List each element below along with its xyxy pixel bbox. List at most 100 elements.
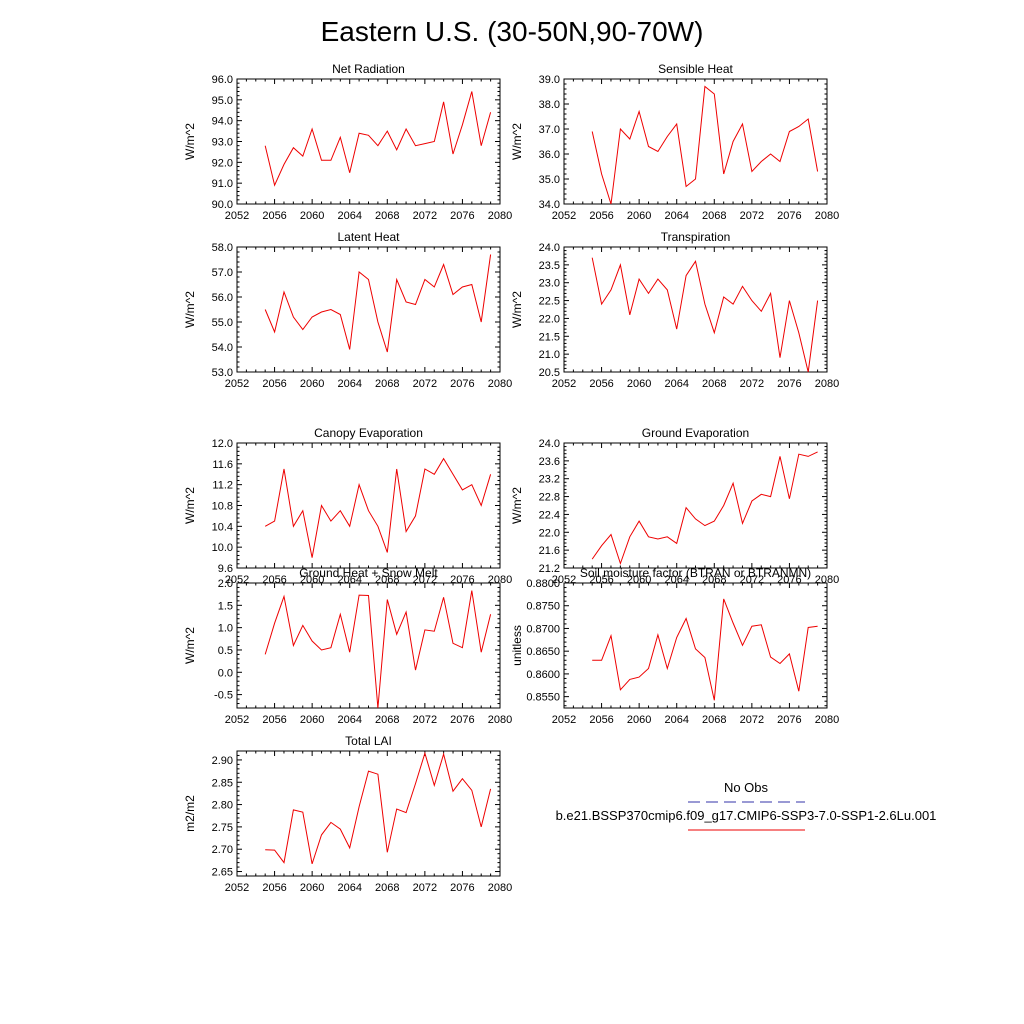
plot-frame — [236, 78, 501, 205]
x-tick-label: 2052 — [225, 378, 249, 390]
panel-title: Sensible Heat — [658, 62, 733, 76]
y-tick-label: 0.8550 — [526, 692, 560, 704]
y-tick-label: 0.8800 — [526, 578, 560, 590]
plot-frame — [236, 750, 501, 877]
y-tick-label: 91.0 — [212, 178, 233, 190]
y-tick-label: 22.4 — [539, 509, 560, 521]
panels: Net Radiation 2052 2056 2060 2064 2068 2072 207… — [183, 62, 839, 894]
x-tick-label: 2072 — [413, 378, 437, 390]
y-tick-label: -0.5 — [214, 690, 233, 702]
series-line-0 — [592, 598, 818, 701]
y-tick-label: 57.0 — [212, 267, 233, 279]
y-tick-label: 11.6 — [212, 459, 233, 471]
y-tick-label: 2.80 — [212, 800, 233, 812]
x-tick-label: 2076 — [450, 714, 474, 726]
x-tick-label: 2068 — [702, 378, 726, 390]
y-tick-label: 1.5 — [218, 600, 233, 612]
x-tick-label: 2056 — [262, 882, 286, 894]
panel-title: Ground Evaporation — [642, 426, 749, 440]
x-tick-label: 2072 — [740, 210, 764, 222]
x-tick-label: 2076 — [450, 882, 474, 894]
x-tick-label: 2076 — [450, 210, 474, 222]
x-tick-label: 2080 — [815, 714, 839, 726]
series-line-0 — [265, 751, 492, 865]
x-tick-label: 2068 — [375, 378, 399, 390]
y-tick-label: 23.0 — [539, 278, 560, 290]
y-tick-label: 24.0 — [539, 438, 560, 450]
y-tick-label: 22.5 — [539, 296, 560, 308]
x-tick-label: 2060 — [300, 714, 324, 726]
plot-frame — [236, 582, 501, 709]
x-tick-label: 2072 — [413, 882, 437, 894]
panel-title: Ground Heat + Snow Melt — [299, 566, 438, 580]
panel-title: Net Radiation — [332, 62, 405, 76]
x-tick-label: 2056 — [589, 378, 613, 390]
x-tick-label: 2068 — [375, 714, 399, 726]
panel-3: Transpiration 2052 2056 2060 2064 2068 2072 207… — [510, 230, 839, 390]
panel-title: Total LAI — [345, 734, 392, 748]
x-tick-label: 2056 — [262, 210, 286, 222]
x-tick-label: 2056 — [262, 378, 286, 390]
y-tick-label: 12.0 — [212, 438, 233, 450]
y-tick-label: 23.2 — [539, 474, 560, 486]
x-tick-label: 2056 — [589, 210, 613, 222]
series-line-0 — [591, 85, 819, 205]
panel-title: Canopy Evaporation — [314, 426, 423, 440]
y-tick-label: 2.90 — [212, 755, 233, 767]
x-tick-label: 2080 — [488, 714, 512, 726]
plot-frame — [563, 582, 828, 709]
x-tick-label: 2060 — [300, 882, 324, 894]
y-tick-label: 0.8700 — [526, 623, 560, 635]
legend: No Obs b.e21.BSSP370cmip6.f09_g17.CMIP6-… — [556, 780, 936, 831]
y-tick-label: 38.0 — [539, 99, 560, 111]
x-tick-label: 2064 — [337, 714, 361, 726]
x-tick-label: 2068 — [375, 210, 399, 222]
y-tick-label: 56.0 — [212, 292, 233, 304]
x-tick-label: 2052 — [552, 378, 576, 390]
y-tick-label: 9.6 — [218, 563, 233, 575]
x-tick-label: 2068 — [375, 882, 399, 894]
y-tick-label: 2.85 — [212, 777, 233, 789]
y-tick-label: 0.8750 — [526, 601, 560, 613]
x-tick-label: 2060 — [300, 378, 324, 390]
x-tick-label: 2060 — [300, 210, 324, 222]
y-axis-label: W/m^2 — [183, 487, 197, 524]
x-tick-label: 2068 — [702, 714, 726, 726]
y-axis-label: W/m^2 — [183, 291, 197, 328]
panel-2: Latent Heat 2052 2056 2060 2064 2068 2072 2076 2… — [183, 230, 512, 390]
x-tick-label: 2052 — [225, 714, 249, 726]
y-axis-label: unitless — [510, 625, 524, 666]
x-tick-label: 2072 — [413, 714, 437, 726]
y-tick-label: 0.5 — [218, 645, 233, 657]
y-axis-label: W/m^2 — [183, 627, 197, 664]
y-tick-label: 0.8650 — [526, 646, 560, 658]
series-line-0 — [591, 451, 818, 566]
x-tick-label: 2060 — [627, 210, 651, 222]
y-tick-label: 96.0 — [212, 74, 233, 86]
x-tick-label: 2064 — [664, 714, 688, 726]
y-tick-label: 23.5 — [539, 260, 560, 272]
x-tick-label: 2064 — [664, 378, 688, 390]
y-tick-label: 0.0 — [218, 667, 233, 679]
series-line-0 — [264, 590, 492, 709]
plot-frame — [236, 442, 501, 569]
y-tick-label: 10.0 — [212, 542, 233, 554]
y-axis-label: W/m^2 — [183, 123, 197, 160]
plot-frame — [236, 246, 501, 373]
y-tick-label: 22.0 — [539, 527, 560, 539]
plot-frame — [563, 442, 828, 569]
figure-title: Eastern U.S. (30-50N,90-70W) — [321, 16, 704, 47]
y-tick-label: 34.0 — [539, 199, 560, 211]
plot-frame — [563, 78, 828, 205]
series-line-0 — [591, 257, 819, 373]
y-tick-label: 11.2 — [212, 480, 233, 492]
y-tick-label: 37.0 — [539, 124, 560, 136]
y-tick-label: 35.0 — [539, 174, 560, 186]
x-tick-label: 2076 — [777, 378, 801, 390]
x-tick-label: 2052 — [552, 210, 576, 222]
y-axis-label: W/m^2 — [510, 487, 524, 524]
x-tick-label: 2064 — [337, 210, 361, 222]
